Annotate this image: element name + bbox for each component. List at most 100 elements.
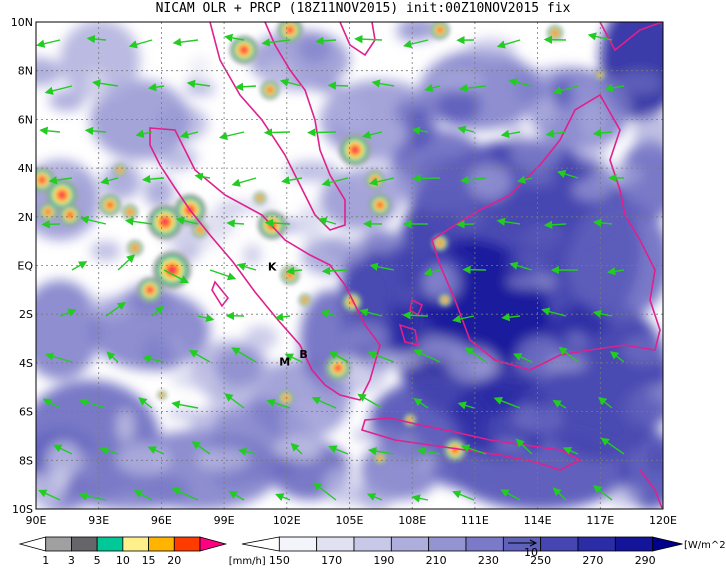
olr-patch bbox=[617, 72, 662, 93]
olr-colorbar-label: 250 bbox=[530, 554, 551, 567]
wind-vector bbox=[609, 351, 625, 363]
olr-colorbar-segment bbox=[577, 536, 616, 552]
olr-patch bbox=[297, 33, 332, 64]
olr-colorbar-end bbox=[652, 536, 683, 552]
x-tick-labels: 90E 93E 96E 99E 102E 105E 108E 111E 114E 117E 120E bbox=[26, 514, 677, 527]
olr-patch bbox=[514, 405, 561, 435]
wind-vector bbox=[367, 351, 395, 363]
coastline-mentawai bbox=[211, 280, 230, 308]
prcp-cell-red bbox=[160, 393, 164, 397]
olr-patch bbox=[448, 347, 498, 383]
wind-vector bbox=[237, 447, 257, 456]
wind-vector bbox=[500, 129, 521, 139]
wind-vector bbox=[562, 446, 579, 455]
wind-vector bbox=[587, 32, 613, 41]
prcp-cell-red bbox=[437, 27, 443, 33]
wind-vector bbox=[234, 82, 257, 91]
precip-colorbar-segment bbox=[71, 536, 98, 552]
grid-lines bbox=[36, 22, 663, 509]
olr-patch bbox=[117, 409, 134, 443]
prcp-cell-magenta bbox=[59, 192, 65, 198]
wind-vector bbox=[224, 393, 245, 409]
place-label: M bbox=[279, 355, 290, 368]
wind-vector bbox=[403, 39, 429, 49]
prcp-cell-red bbox=[408, 418, 412, 422]
wind-vector bbox=[315, 36, 337, 46]
olr-patch bbox=[36, 57, 63, 86]
x-tick-label: 90E bbox=[26, 514, 47, 527]
prcp-cell-magenta bbox=[148, 288, 152, 292]
olr-patch bbox=[522, 224, 564, 246]
olr-patch bbox=[279, 402, 333, 442]
wind-vector bbox=[496, 39, 521, 49]
plot-frame bbox=[35, 21, 664, 510]
wind-vector bbox=[91, 79, 119, 88]
wind-vector bbox=[541, 307, 567, 317]
olr-patch bbox=[323, 468, 361, 506]
olr-blob bbox=[570, 200, 663, 320]
olr-patch bbox=[396, 27, 426, 42]
olr-patch bbox=[243, 324, 278, 351]
wind-vector bbox=[371, 79, 395, 88]
wind-vector bbox=[509, 261, 533, 271]
wind-vectors bbox=[36, 32, 625, 503]
wind-vector bbox=[52, 444, 73, 455]
olr-patch bbox=[144, 176, 175, 208]
olr-colorbar-segment bbox=[353, 536, 392, 552]
x-tick-label: 96E bbox=[151, 514, 172, 527]
olr-colorbar-label: 290 bbox=[635, 554, 656, 567]
prcp-cell-red bbox=[267, 87, 273, 93]
wind-vector bbox=[545, 129, 567, 138]
wind-vector bbox=[592, 309, 613, 318]
wind-vector bbox=[359, 308, 383, 317]
wind-vector bbox=[452, 314, 475, 324]
wind-vector bbox=[369, 177, 395, 186]
wind-vector bbox=[86, 34, 107, 44]
olr-patch bbox=[274, 436, 322, 462]
olr-colorbar-label: 210 bbox=[426, 554, 447, 567]
wind-vector bbox=[500, 489, 521, 501]
olr-patch bbox=[607, 485, 641, 509]
olr-patch bbox=[590, 163, 642, 186]
wind-vector bbox=[218, 131, 245, 141]
wind-vector bbox=[175, 216, 199, 225]
x-tick-label: 102E bbox=[273, 514, 301, 527]
x-tick-label: 108E bbox=[398, 514, 426, 527]
y-tick-label: 10N bbox=[11, 16, 33, 29]
wind-vector bbox=[290, 442, 303, 455]
prcp-cell-red bbox=[132, 245, 138, 251]
olr-patch bbox=[215, 201, 249, 216]
wind-vector bbox=[59, 308, 77, 317]
olr-patch bbox=[90, 241, 122, 261]
precip-colorbar-segment bbox=[122, 536, 149, 552]
precip-colorbar-label: 10 bbox=[116, 554, 130, 567]
wind-vector bbox=[402, 311, 429, 320]
wind-vector bbox=[172, 37, 199, 47]
prcp-cell-red bbox=[66, 211, 74, 219]
wind-vector bbox=[600, 437, 625, 455]
olr-colorbar-label: 230 bbox=[478, 554, 499, 567]
olr-patch bbox=[506, 275, 556, 289]
wind-vector bbox=[78, 398, 107, 409]
wind-vector bbox=[100, 176, 119, 185]
wind-vector bbox=[606, 267, 625, 276]
wind-vector bbox=[592, 218, 613, 227]
olr-patch bbox=[506, 122, 526, 142]
wind-vector bbox=[328, 445, 349, 455]
precip-colorbar-segment bbox=[173, 536, 201, 552]
wind-vector bbox=[320, 309, 337, 318]
wind-vector bbox=[452, 490, 475, 501]
olr-patch bbox=[419, 453, 437, 473]
wind-vector bbox=[501, 312, 521, 322]
olr-patch bbox=[512, 186, 541, 202]
y-tick-label: 10S bbox=[12, 503, 33, 516]
wind-vector bbox=[117, 254, 136, 271]
wind-vector bbox=[42, 398, 61, 409]
wind-vector bbox=[147, 446, 165, 455]
olr-patch bbox=[435, 88, 481, 124]
wind-vector bbox=[460, 175, 487, 185]
wind-vector bbox=[44, 85, 73, 95]
wind-vector bbox=[592, 128, 613, 138]
y-tick-label: 4N bbox=[18, 162, 33, 175]
wind-vector bbox=[39, 126, 61, 136]
